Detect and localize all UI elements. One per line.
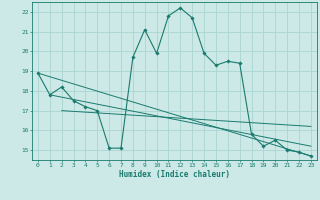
X-axis label: Humidex (Indice chaleur): Humidex (Indice chaleur) bbox=[119, 170, 230, 179]
